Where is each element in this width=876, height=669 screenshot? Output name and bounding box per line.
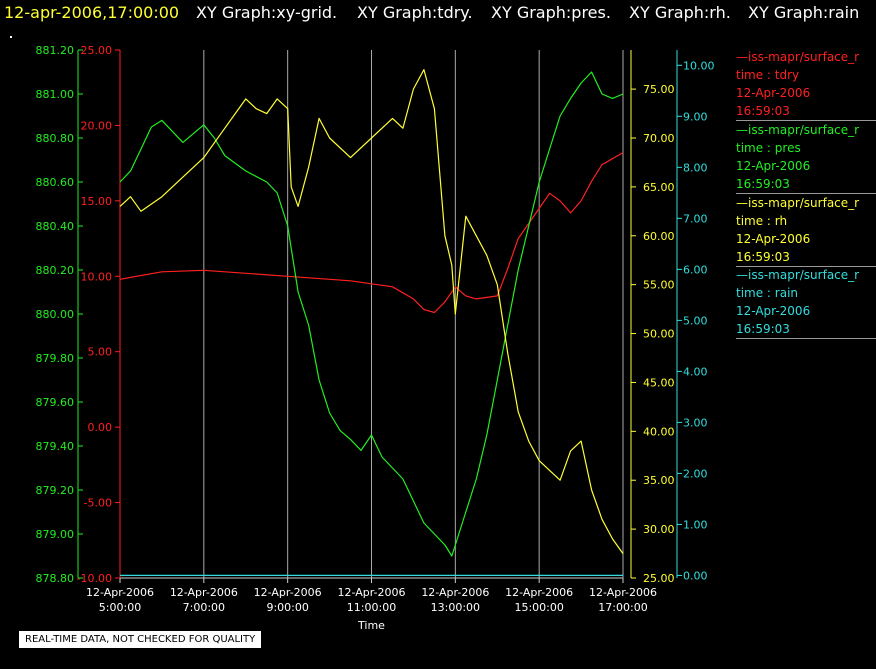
- legend-date-rain: 12-Apr-2006: [736, 304, 811, 318]
- tick-label-rh: 40.00: [643, 425, 675, 438]
- x-tick-time: 15:00:00: [514, 601, 563, 614]
- series-line-rh: [119, 68, 624, 554]
- tick-label-pres: 881.00: [36, 88, 75, 101]
- tick-label-tdry: -5.00: [84, 497, 112, 510]
- tick-label-pres: 880.00: [36, 308, 75, 321]
- tick-label-rain: 9.00: [683, 110, 708, 123]
- tick-label-pres: 880.40: [36, 220, 75, 233]
- tick-label-pres: 879.00: [36, 528, 75, 541]
- graph-timestamp: 12-apr-2006,17:00:00: [4, 3, 180, 22]
- tick-label-tdry: 10.00: [81, 270, 113, 283]
- tick-label-tdry: 15.00: [81, 195, 113, 208]
- tick-label-rh: 60.00: [643, 230, 675, 243]
- legend-field-tdry: time : tdry: [736, 68, 800, 82]
- graph-label-xy-grid[interactable]: XY Graph:xy-grid.: [196, 3, 338, 22]
- legend-line-rh: —iss-mapr/surface_r: [736, 196, 860, 210]
- x-tick-time: 9:00:00: [266, 601, 308, 614]
- legend-line-pres: —iss-mapr/surface_r: [736, 123, 860, 137]
- tick-label-pres: 880.20: [36, 264, 75, 277]
- tick-label-rain: 8.00: [683, 161, 708, 174]
- tick-label-pres: 879.40: [36, 440, 75, 453]
- tick-label-rain: 10.00: [683, 59, 715, 72]
- tick-label-pres: 878.80: [36, 572, 75, 585]
- x-tick-date: 12-Apr-2006: [589, 586, 657, 599]
- series-line-pres: [119, 71, 624, 557]
- graph-label-rh[interactable]: XY Graph:rh.: [629, 3, 731, 22]
- x-tick-time: 13:00:00: [431, 601, 480, 614]
- legend-field-pres: time : pres: [736, 141, 801, 155]
- x-tick-date: 12-Apr-2006: [170, 586, 238, 599]
- tick-label-rain: 4.00: [683, 365, 708, 378]
- legend-time-tdry: 16:59:03: [736, 104, 790, 118]
- legend-entry-rh[interactable]: —iss-mapr/surface_r time : rh 12-Apr-200…: [736, 194, 876, 267]
- legend-line-rain: —iss-mapr/surface_r: [736, 268, 860, 282]
- x-tick-date: 12-Apr-2006: [421, 586, 489, 599]
- tick-label-rh: 75.00: [643, 83, 675, 96]
- tick-label-rh: 45.00: [643, 376, 675, 389]
- quality-disclaimer: REAL-TIME DATA, NOT CHECKED FOR QUALITY: [19, 631, 262, 648]
- legend-entry-pres[interactable]: —iss-mapr/surface_r time : pres 12-Apr-2…: [736, 121, 876, 194]
- tick-label-tdry: -10.00: [77, 572, 112, 585]
- tick-label-pres: 880.60: [36, 176, 75, 189]
- tick-label-rain: 2.00: [683, 467, 708, 480]
- tick-label-rain: 1.00: [683, 518, 708, 531]
- legend-field-rain: time : rain: [736, 286, 799, 300]
- tick-label-pres: 881.20: [36, 44, 75, 57]
- tick-label-rh: 30.00: [643, 523, 675, 536]
- tick-label-rain: 5.00: [683, 314, 708, 327]
- tick-label-pres: 880.80: [36, 132, 75, 145]
- tick-label-tdry: 0.00: [88, 421, 113, 434]
- x-tick-date: 12-Apr-2006: [337, 586, 405, 599]
- x-tick-time: 17:00:00: [598, 601, 647, 614]
- legend-date-pres: 12-Apr-2006: [736, 159, 811, 173]
- x-axis-label: Time: [357, 619, 385, 632]
- tick-label-rh: 65.00: [643, 181, 675, 194]
- legend-line-tdry: —iss-mapr/surface_r: [736, 50, 860, 64]
- legend-time-rh: 16:59:03: [736, 250, 790, 264]
- legend-field-rh: time : rh: [736, 214, 788, 228]
- tick-label-rain: 3.00: [683, 416, 708, 429]
- x-tick-time: 7:00:00: [183, 601, 225, 614]
- legend-entry-rain[interactable]: —iss-mapr/surface_r time : rain 12-Apr-2…: [736, 266, 876, 339]
- tick-label-tdry: 20.00: [81, 119, 113, 132]
- x-tick-time: 11:00:00: [347, 601, 396, 614]
- x-tick-date: 12-Apr-2006: [86, 586, 154, 599]
- legend-date-tdry: 12-Apr-2006: [736, 86, 811, 100]
- tick-label-rh: 50.00: [643, 328, 675, 341]
- graph-label-tdry[interactable]: XY Graph:tdry.: [357, 3, 473, 22]
- title-bar: 12-apr-2006,17:00:00 XY Graph:xy-grid. X…: [0, 0, 876, 26]
- tick-label-pres: 879.20: [36, 484, 75, 497]
- tick-label-rh: 55.00: [643, 279, 675, 292]
- marker-dot: [10, 36, 12, 38]
- tick-label-tdry: 5.00: [88, 346, 113, 359]
- tick-label-pres: 879.60: [36, 396, 75, 409]
- x-tick-date: 12-Apr-2006: [254, 586, 322, 599]
- graph-label-pres[interactable]: XY Graph:pres.: [491, 3, 611, 22]
- tick-label-tdry: 25.00: [81, 44, 113, 57]
- tick-label-rh: 25.00: [643, 572, 675, 585]
- legend-date-rh: 12-Apr-2006: [736, 232, 811, 246]
- legend-time-pres: 16:59:03: [736, 177, 790, 191]
- tick-label-rh: 70.00: [643, 132, 675, 145]
- legend-time-rain: 16:59:03: [736, 322, 790, 336]
- legend-entry-tdry[interactable]: —iss-mapr/surface_r time : tdry 12-Apr-2…: [736, 48, 876, 121]
- graph-label-rain[interactable]: XY Graph:rain: [748, 3, 860, 22]
- x-tick-time: 5:00:00: [99, 601, 141, 614]
- tick-label-rain: 0.00: [683, 569, 708, 582]
- x-tick-date: 12-Apr-2006: [505, 586, 573, 599]
- tick-label-rh: 35.00: [643, 474, 675, 487]
- tick-label-rain: 6.00: [683, 263, 708, 276]
- series-line-tdry: [119, 152, 624, 314]
- tick-label-pres: 879.80: [36, 352, 75, 365]
- tick-label-rain: 7.00: [683, 212, 708, 225]
